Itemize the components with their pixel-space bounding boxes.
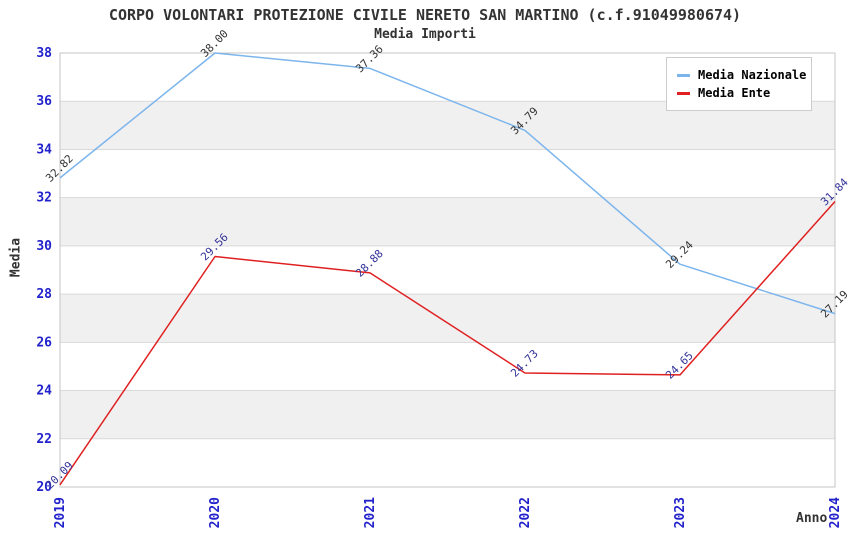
x-tick-label: 2022 (518, 497, 533, 528)
chart-title: CORPO VOLONTARI PROTEZIONE CIVILE NERETO… (108, 6, 742, 24)
legend-item-media-nazionale: Media Nazionale (677, 67, 811, 83)
x-tick-label: 2023 (673, 497, 688, 528)
chart-subtitle: Media Importi (374, 27, 476, 42)
media-ente-line (59, 201, 836, 486)
y-axis-title: Media (8, 237, 24, 278)
y-tick-label: 30 (36, 239, 52, 254)
x-tick-label: 2024 (828, 497, 843, 528)
legend-label: Media Ente (698, 86, 771, 100)
legend: Media Nazionale Media Ente (666, 57, 812, 111)
media-nazionale-value-label: 37.36 (353, 43, 386, 76)
media-ente-value-label: 24.65 (663, 349, 696, 382)
y-tick-label: 26 (36, 335, 52, 350)
x-tick-label: 2019 (53, 497, 68, 528)
y-tick-label: 32 (36, 191, 52, 206)
media-nazionale-line (59, 52, 836, 315)
y-tick-label: 28 (36, 287, 52, 302)
plot-band (60, 197, 835, 246)
y-tick-label: 20 (36, 480, 52, 495)
media-nazionale-line-marker-icon (677, 73, 690, 77)
y-tick-label: 22 (36, 432, 52, 447)
media-ente-value-label: 28.88 (353, 247, 386, 280)
x-axis-title: Anno (796, 511, 828, 526)
plot-band (60, 390, 835, 439)
media-ente-value-label: 24.73 (508, 347, 541, 380)
y-tick-label: 34 (36, 142, 52, 157)
plot-border (59, 52, 836, 488)
y-tick-label: 38 (36, 46, 52, 61)
y-tick-label: 36 (36, 94, 52, 109)
legend-label: Media Nazionale (698, 68, 807, 82)
x-tick-label: 2020 (208, 497, 223, 528)
plot-band (60, 294, 835, 343)
y-tick-label: 24 (36, 384, 52, 399)
x-tick-label: 2021 (363, 497, 378, 528)
legend-item-media-ente: Media Ente (677, 85, 811, 101)
media-ente-line-marker-icon (677, 91, 690, 95)
